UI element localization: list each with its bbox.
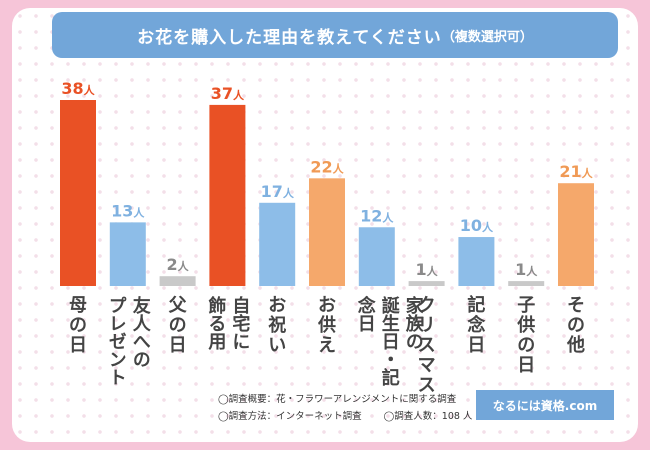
- value-label: 21人: [559, 162, 593, 181]
- value-label: 12人: [360, 206, 394, 225]
- category-label: 自宅に 飾る用: [205, 296, 251, 350]
- bar: [159, 276, 196, 286]
- survey-respondents: ◯調査人数：108 人: [383, 411, 473, 422]
- value-label: 37人: [211, 84, 245, 103]
- survey-method: ◯調査方法：インターネット調査: [218, 411, 362, 422]
- value-label: 17人: [261, 182, 295, 201]
- bars-svg: 38人 13人 2人 37人 17人 22人 12人 1人 10人 1人 21人: [60, 79, 594, 286]
- bar: [259, 202, 296, 286]
- bar: [358, 227, 395, 286]
- value-label: 22人: [310, 157, 344, 176]
- category-label: 家族の 誕生日・記念日: [354, 296, 424, 386]
- bar: [508, 281, 545, 286]
- value-label: 38人: [61, 79, 95, 98]
- category-label: その他: [567, 295, 585, 356]
- category-label: お供え: [318, 295, 336, 356]
- category-label: クリスマス: [417, 295, 436, 396]
- chart-title: お花を購入した理由を教えてください: [137, 27, 442, 48]
- category-label: 友人への プレゼント: [105, 296, 151, 386]
- chart-title-banner: お花を購入した理由を教えてください （複数選択可）: [52, 12, 618, 58]
- category-label: 記念日: [467, 295, 486, 356]
- category-label: 母の日: [69, 295, 87, 356]
- bar: [458, 237, 495, 286]
- survey-summary: ◯調査概要：花・フラワーアレンジメントに関する調査: [218, 394, 457, 405]
- survey-notes: ◯調査概要：花・フラワーアレンジメントに関する調査 ◯調査方法：インターネット調…: [218, 391, 472, 425]
- bar: [309, 178, 345, 286]
- value-label: 2人: [167, 255, 190, 274]
- category-label: お祝い: [268, 295, 287, 356]
- bar: [209, 104, 246, 286]
- value-label: 1人: [416, 260, 439, 279]
- category-label: 子供の日: [517, 295, 536, 376]
- category-label: 父の日: [168, 295, 187, 356]
- value-label: 1人: [515, 260, 538, 279]
- value-label: 10人: [460, 216, 494, 235]
- value-label: 13人: [111, 201, 145, 220]
- bar: [408, 281, 445, 286]
- bar: [558, 183, 594, 286]
- bar: [60, 100, 96, 286]
- bar: [109, 222, 146, 286]
- brand-badge: なるには資格.com: [476, 390, 614, 420]
- chart-card: お花を購入した理由を教えてください （複数選択可） 38人 13人 2人 37人 17人…: [12, 8, 638, 442]
- chart-title-note: （複数選択可）: [441, 29, 533, 45]
